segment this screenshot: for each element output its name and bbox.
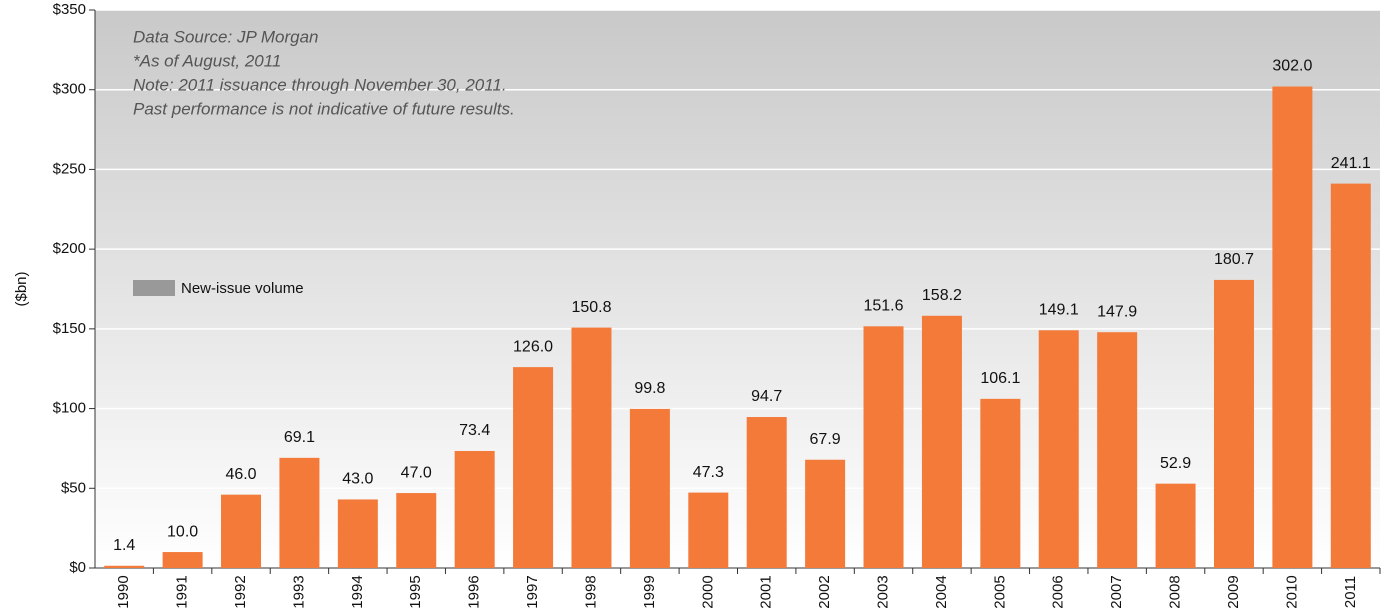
value-label: 52.9 (1160, 455, 1191, 472)
value-label: 151.6 (863, 298, 903, 315)
value-label: 241.1 (1331, 155, 1371, 172)
y-tick-label: $300 (53, 81, 86, 98)
x-tick-label: 1992 (232, 575, 249, 608)
bar (1272, 86, 1313, 569)
value-label: 47.0 (401, 464, 432, 481)
bar (1330, 183, 1371, 568)
bar (104, 565, 145, 568)
x-tick-label: 2001 (758, 575, 775, 608)
x-tick-label: 2011 (1342, 576, 1359, 608)
bar (337, 499, 378, 568)
y-tick-label: $0 (69, 559, 86, 576)
x-tick-label: 2010 (1283, 575, 1300, 608)
value-label: 1.4 (113, 537, 135, 554)
x-tick-label: 2003 (874, 575, 891, 608)
x-tick-label: 1998 (582, 575, 599, 608)
value-label: 94.7 (751, 388, 782, 405)
value-label: 47.3 (693, 464, 724, 481)
x-tick-label: 2008 (1167, 575, 1184, 608)
value-label: 158.2 (922, 287, 962, 304)
bar (863, 326, 904, 568)
x-tick-label: 2000 (699, 575, 716, 608)
bar (1155, 483, 1196, 568)
value-label: 43.0 (342, 471, 373, 488)
x-tick-label: 1996 (466, 575, 483, 608)
x-tick-label: 1993 (290, 575, 307, 608)
bar (279, 457, 320, 568)
bar (629, 408, 670, 568)
x-tick-label: 2002 (816, 575, 833, 608)
x-tick-label: 1994 (349, 575, 366, 608)
x-tick-label: 1999 (641, 575, 658, 608)
bar (1213, 279, 1254, 568)
y-tick-label: $350 (53, 1, 86, 18)
value-label: 149.1 (1039, 302, 1079, 319)
x-tick-label: 2005 (991, 575, 1008, 608)
value-label: 67.9 (810, 431, 841, 448)
value-label: 73.4 (459, 422, 490, 439)
y-tick-label: $200 (53, 240, 86, 257)
bar (746, 417, 787, 568)
x-tick-label: 2006 (1050, 575, 1067, 608)
bar (980, 398, 1021, 568)
bar (221, 494, 262, 568)
y-tick-label: $100 (53, 400, 86, 417)
y-tick-label: $50 (61, 479, 86, 496)
value-label: 99.8 (634, 380, 665, 397)
x-tick-label: 1991 (174, 575, 191, 608)
value-label: 69.1 (284, 429, 315, 446)
bar (571, 327, 612, 568)
bar (1038, 330, 1079, 568)
value-label: 180.7 (1214, 251, 1254, 268)
bar (454, 450, 495, 568)
value-label: 126.0 (513, 338, 553, 355)
y-axis-label: ($bn) (13, 271, 30, 306)
note: Data Source: JP Morgan (133, 27, 319, 46)
value-label: 106.1 (980, 370, 1020, 387)
value-label: 150.8 (571, 299, 611, 316)
note: Past performance is not indicative of fu… (133, 99, 515, 118)
value-label: 302.0 (1272, 58, 1312, 75)
bar (688, 492, 729, 568)
value-label: 147.9 (1097, 303, 1137, 320)
bar (513, 367, 554, 568)
x-tick-label: 1995 (407, 575, 424, 608)
note: Note: 2011 issuance through November 30,… (133, 75, 507, 94)
x-tick-label: 2004 (933, 575, 950, 608)
bar (162, 552, 203, 568)
value-label: 46.0 (225, 466, 256, 483)
bar (921, 315, 962, 568)
y-tick-label: $250 (53, 160, 86, 177)
value-label: 10.0 (167, 523, 198, 540)
legend-label: New-issue volume (181, 280, 304, 297)
legend-swatch (133, 280, 175, 296)
x-tick-label: 2007 (1108, 575, 1125, 608)
bar (805, 459, 846, 568)
note: *As of August, 2011 (133, 51, 281, 70)
x-tick-label: 1997 (524, 575, 541, 608)
bar (396, 493, 437, 568)
bar (1097, 332, 1138, 568)
y-tick-label: $150 (53, 320, 86, 337)
x-tick-label: 2009 (1225, 575, 1242, 608)
x-tick-label: 1990 (115, 575, 132, 608)
